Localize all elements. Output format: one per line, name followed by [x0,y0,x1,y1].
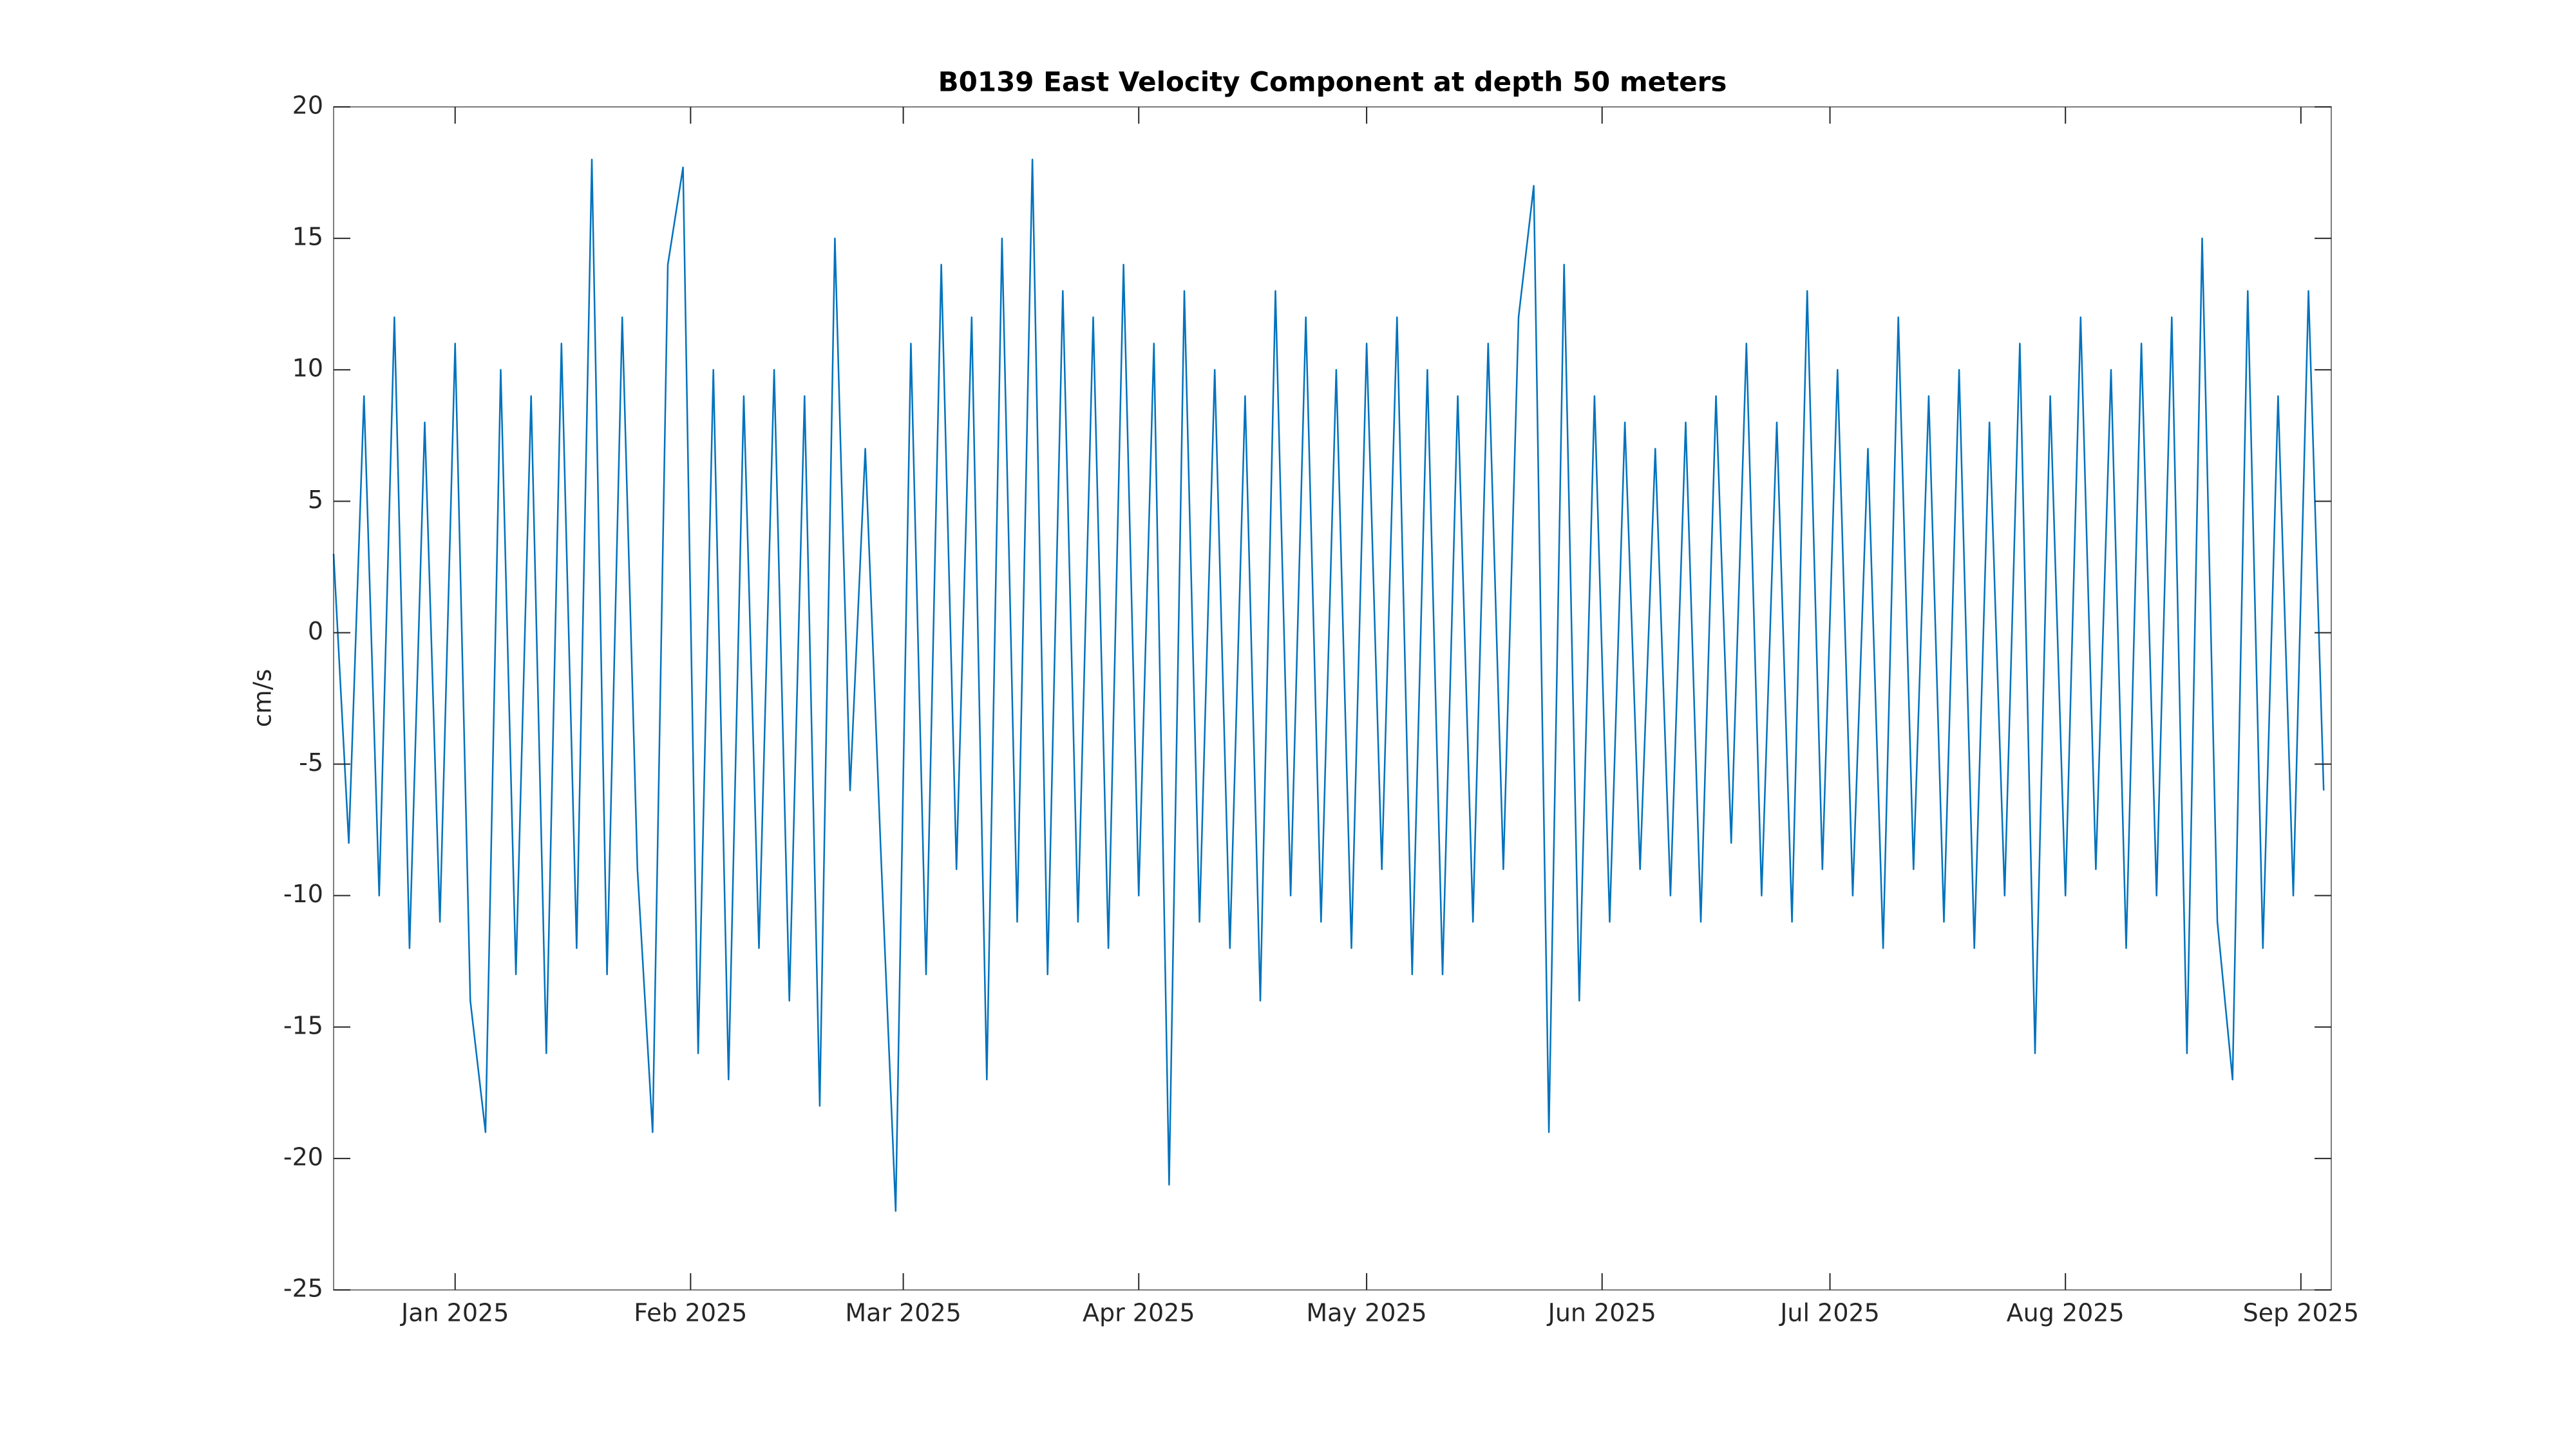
y-tick-label: 20 [292,91,323,120]
x-tick-label: Apr 2025 [1083,1299,1195,1327]
y-tick-label: 0 [308,617,323,645]
x-tick-label: Aug 2025 [2007,1299,2125,1327]
y-axis-label: cm/s [249,669,277,728]
x-tick-label: Feb 2025 [634,1299,747,1327]
data-line [332,158,2325,1212]
x-tick-label: Sep 2025 [2243,1299,2359,1327]
x-tick-label: May 2025 [1306,1299,1426,1327]
y-tick-label: -15 [283,1011,323,1039]
y-tick-label: -10 [283,880,323,908]
y-tick-label: 5 [308,486,323,514]
x-tick-label: Jun 2025 [1547,1299,1656,1327]
chart-title: B0139 East Velocity Component at depth 5… [938,66,1727,98]
y-tick-label: 15 [292,223,323,251]
y-tick-label: 10 [292,354,323,383]
y-tick-label: -20 [283,1142,323,1171]
x-tick-label: Mar 2025 [845,1299,961,1327]
x-tick-label: Jan 2025 [400,1299,509,1327]
x-tick-label: Jul 2025 [1779,1299,1880,1327]
y-tick-label: -5 [299,748,323,777]
plot-frame [333,106,2332,1291]
y-tick-label: -25 [283,1274,323,1303]
